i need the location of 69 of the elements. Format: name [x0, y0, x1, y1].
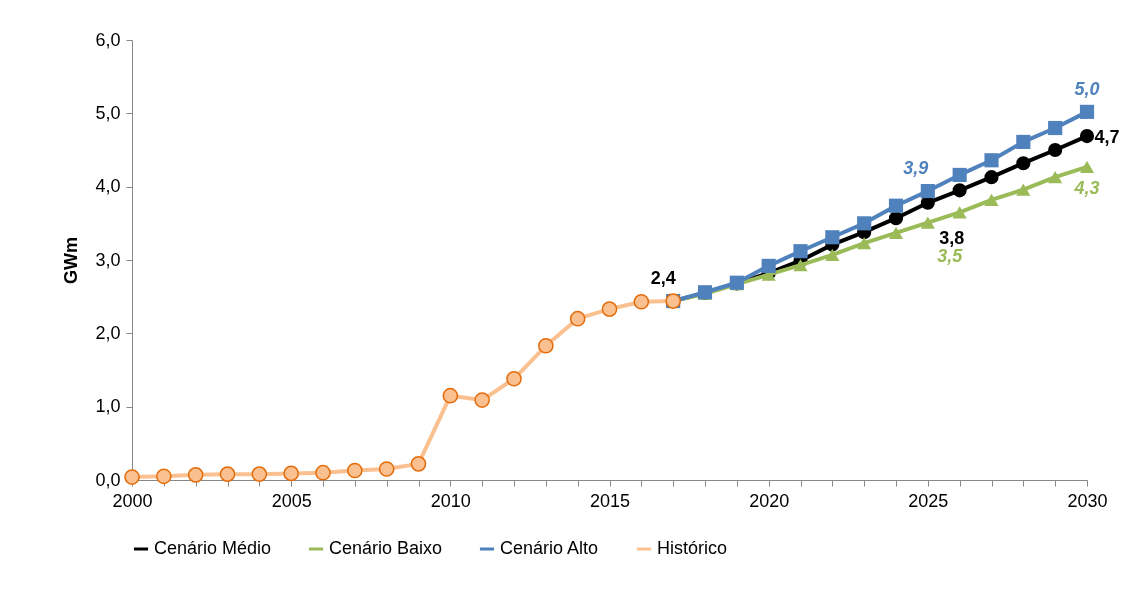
- point: [761, 258, 776, 273]
- point: [1079, 104, 1095, 119]
- point: [410, 456, 427, 472]
- data-label: 4,3: [1073, 177, 1100, 198]
- y-tick-label: 2,0: [95, 322, 121, 343]
- data-label: 3,9: [903, 158, 929, 179]
- point: [888, 198, 904, 213]
- point: [984, 153, 999, 168]
- x-tick-label: 2015: [589, 490, 631, 511]
- point: [1048, 171, 1063, 184]
- y-tick-label: 1,0: [95, 396, 121, 417]
- point: [952, 167, 967, 182]
- x-tick-label: 2020: [749, 490, 790, 511]
- y-tick-label: 4,0: [95, 176, 121, 197]
- point: [378, 461, 395, 477]
- data-label: 5,0: [1074, 78, 1100, 99]
- y-tick-label: 0,0: [95, 469, 121, 490]
- point: [251, 466, 268, 482]
- y-tick-label: 5,0: [95, 102, 121, 123]
- point: [1079, 129, 1095, 144]
- point: [569, 310, 586, 327]
- point: [474, 392, 490, 408]
- point: [1016, 134, 1031, 149]
- point: [952, 183, 967, 198]
- legend-label: Cenário Alto: [500, 538, 599, 558]
- x-tick-label: 2025: [908, 490, 949, 511]
- point: [920, 184, 935, 199]
- point: [1016, 183, 1031, 196]
- point: [124, 469, 140, 485]
- point: [219, 466, 236, 482]
- point: [156, 468, 172, 485]
- legend-label: Cenário Médio: [154, 538, 272, 558]
- point: [347, 462, 363, 479]
- point: [793, 259, 808, 272]
- point: [952, 206, 967, 219]
- x-tick-label: 2030: [1067, 490, 1108, 511]
- point: [601, 301, 618, 317]
- y-tick-label: 3,0: [95, 249, 121, 270]
- x-tick-label: 2010: [430, 490, 471, 511]
- x-tick-label: 2005: [271, 490, 312, 511]
- point: [315, 464, 331, 481]
- data-label: 4,7: [1094, 127, 1120, 148]
- point: [857, 216, 872, 231]
- point: [920, 216, 935, 229]
- legend-label: Cenário Baixo: [329, 538, 443, 558]
- point: [825, 248, 840, 261]
- point: [1079, 160, 1095, 173]
- point: [793, 244, 808, 259]
- point: [538, 337, 554, 354]
- x-tick-label: 2000: [112, 490, 153, 511]
- point: [283, 465, 299, 482]
- point: [857, 237, 872, 250]
- point: [633, 293, 650, 310]
- point: [984, 170, 999, 185]
- point: [888, 226, 904, 239]
- point: [442, 387, 459, 404]
- legend-label: Histórico: [657, 538, 728, 558]
- y-tick-label: 6,0: [95, 29, 121, 50]
- point: [506, 370, 522, 387]
- point: [187, 467, 204, 483]
- point: [984, 193, 999, 206]
- y-axis-title: GWm: [61, 237, 82, 284]
- data-label: 2,4: [650, 268, 676, 289]
- point: [1048, 142, 1063, 158]
- point: [888, 211, 904, 226]
- data-label: 3,8: [939, 227, 965, 248]
- point: [825, 230, 840, 245]
- point: [1048, 120, 1063, 136]
- point: [1016, 156, 1031, 171]
